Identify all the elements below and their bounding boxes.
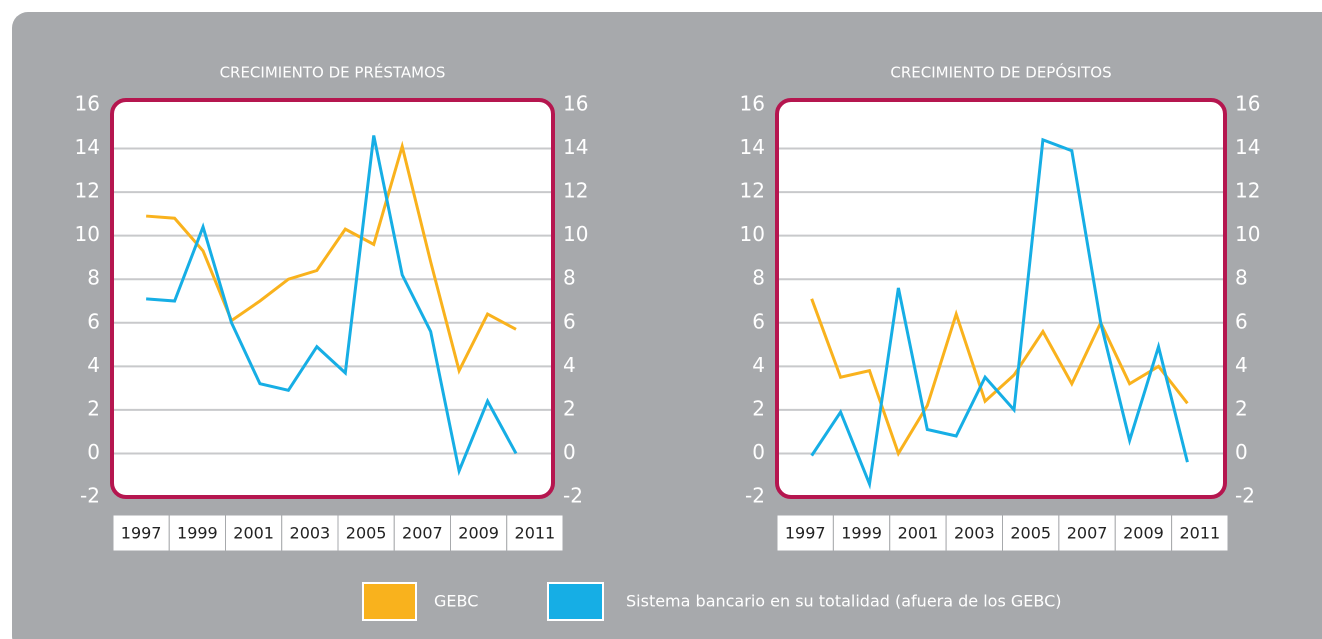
y2-tick-label: 0	[1235, 440, 1248, 464]
x-tick-label: 2001	[898, 524, 939, 543]
x-tick-label: 2011	[1179, 524, 1220, 543]
series-line	[810, 298, 1189, 457]
x-tick-cell	[1058, 514, 1116, 552]
y-tick-label: 12	[75, 179, 100, 203]
x-tick-label: 2003	[954, 524, 995, 543]
x-tick-cell	[945, 514, 1003, 552]
y-tick-label: 4	[87, 353, 100, 377]
y2-tick-label: -2	[563, 484, 583, 508]
y2-tick-label: 8	[1235, 266, 1248, 290]
x-tick-label: 2003	[290, 524, 331, 543]
x-tick-label: 2007	[1067, 524, 1108, 543]
x-tick-label: 2009	[1123, 524, 1164, 543]
y2-tick-label: 4	[1235, 353, 1248, 377]
x-tick-cell	[112, 514, 170, 552]
x-tick-label: 2011	[515, 524, 556, 543]
x-tick-label: 1997	[785, 524, 826, 543]
x-tick-label: 2007	[402, 524, 443, 543]
y2-tick-label: 6	[1235, 309, 1248, 333]
plot-area	[110, 98, 555, 499]
y2-tick-label: 16	[563, 92, 588, 116]
x-tick-cell	[1171, 514, 1229, 552]
y-tick-label: 10	[75, 222, 100, 246]
y-tick-label: 8	[752, 266, 765, 290]
y2-tick-label: 2	[1235, 396, 1248, 420]
legend-swatch	[362, 582, 417, 621]
legend-swatch	[547, 582, 604, 621]
x-tick-label: 2005	[1010, 524, 1051, 543]
y2-tick-label: 2	[563, 396, 576, 420]
y2-tick-label: -2	[1235, 484, 1255, 508]
y-tick-label: 4	[752, 353, 765, 377]
x-tick-cell	[506, 514, 564, 552]
y-tick-label: 14	[75, 135, 100, 159]
y2-tick-label: 12	[563, 179, 588, 203]
plot-area	[775, 98, 1227, 499]
y2-tick-label: 16	[1235, 92, 1260, 116]
y2-tick-label: 4	[563, 353, 576, 377]
x-tick-label: 2001	[233, 524, 274, 543]
y-tick-label: 8	[87, 266, 100, 290]
y-tick-label: -2	[80, 484, 100, 508]
x-tick-cell	[776, 514, 834, 552]
x-tick-label: 1999	[841, 524, 882, 543]
y2-tick-label: 0	[563, 440, 576, 464]
chart-title: CRECIMIENTO DE PRÉSTAMOS	[220, 63, 446, 82]
legend-label: GEBC	[434, 592, 478, 611]
y2-tick-label: 8	[563, 266, 576, 290]
chart-title: CRECIMIENTO DE DEPÓSITOS	[890, 63, 1111, 82]
y-tick-label: 2	[752, 396, 765, 420]
x-tick-label: 2009	[458, 524, 499, 543]
x-tick-label: 1997	[121, 524, 162, 543]
y-tick-label: 14	[740, 135, 765, 159]
y-tick-label: 16	[75, 92, 100, 116]
y-tick-label: 12	[740, 179, 765, 203]
x-tick-cell	[1002, 514, 1060, 552]
y-tick-label: 6	[752, 309, 765, 333]
y-tick-label: 16	[740, 92, 765, 116]
y-tick-label: 10	[740, 222, 765, 246]
y-tick-label: -2	[745, 484, 765, 508]
y-tick-label: 6	[87, 309, 100, 333]
y-tick-label: 2	[87, 396, 100, 420]
x-tick-cell	[1114, 514, 1173, 552]
legend-label: Sistema bancario en su totalidad (afuera…	[626, 592, 1062, 611]
series-line	[146, 135, 518, 477]
y-tick-label: 0	[87, 440, 100, 464]
y-tick-label: 0	[752, 440, 765, 464]
y2-tick-label: 6	[563, 309, 576, 333]
y2-tick-label: 12	[1235, 179, 1260, 203]
y2-tick-label: 10	[563, 222, 588, 246]
x-tick-label: 2005	[346, 524, 387, 543]
x-tick-cell	[281, 514, 339, 552]
y2-tick-label: 14	[563, 135, 588, 159]
series-line	[810, 137, 1189, 490]
x-tick-cell	[450, 514, 508, 552]
y2-tick-label: 14	[1235, 135, 1260, 159]
series-line	[146, 140, 517, 375]
x-tick-label: 1999	[177, 524, 218, 543]
x-tick-cell	[832, 514, 891, 552]
x-tick-cell	[889, 514, 947, 552]
y2-tick-label: 10	[1235, 222, 1260, 246]
